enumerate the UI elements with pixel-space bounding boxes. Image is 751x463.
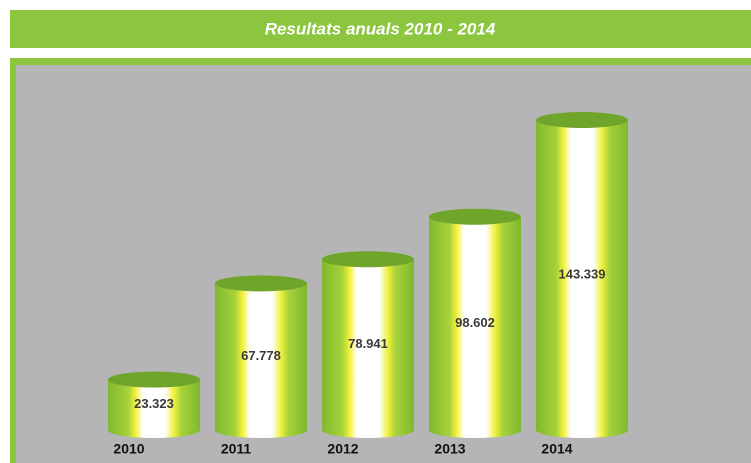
title-banner [10,10,751,48]
x-tick-label: 2013 [434,441,465,457]
value-label: 78.941 [348,336,388,351]
x-tick-label: 2011 [221,441,252,457]
value-label: 143.339 [559,266,606,281]
value-label: 23.323 [134,396,174,411]
cylinder-body [322,259,414,438]
cylinder-top [108,371,200,388]
value-label: 67.778 [241,348,281,363]
cylinder-body [429,216,521,438]
cylinder-body [536,120,628,438]
value-label: 98.602 [455,315,495,330]
cylinder-top [322,251,414,268]
chart-title: Resultats anuals 2010 - 2014 [265,19,496,38]
cylinder-top [429,208,521,225]
cylinder-top [536,112,628,128]
x-tick-label: 2014 [541,441,572,457]
cylinder-top [215,275,307,292]
cylinder-body [108,379,200,438]
x-tick-label: 2010 [113,441,144,457]
cylinder-body [215,283,307,438]
x-tick-label: 2012 [327,441,358,457]
